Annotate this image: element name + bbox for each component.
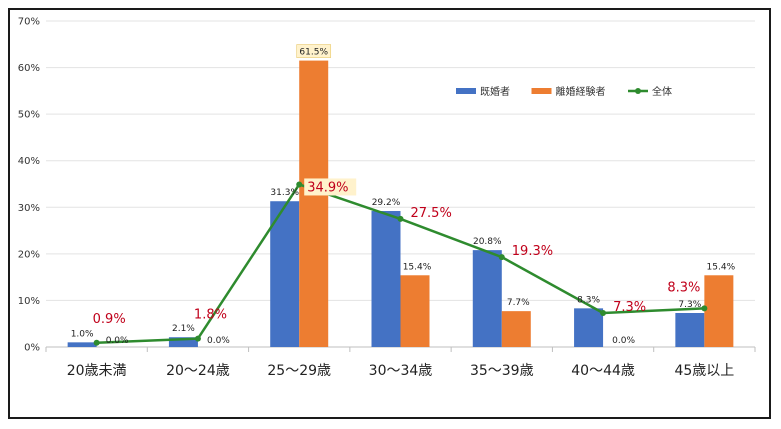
y-tick-label: 10% — [18, 296, 40, 307]
bar-label-divorced: 7.7% — [507, 298, 530, 308]
x-category-label: 30～34歳 — [369, 363, 433, 379]
line-label-total: 8.3% — [667, 280, 700, 295]
line-point — [296, 181, 303, 188]
legend-label: 既婚者 — [480, 85, 510, 98]
legend-label: 離婚経験者 — [556, 85, 606, 98]
line-label-total: 1.8% — [194, 308, 227, 323]
line-point — [701, 305, 708, 312]
bar-married — [574, 308, 604, 347]
line-point — [93, 339, 100, 346]
y-tick-label: 50% — [18, 110, 40, 121]
x-category-label: 20歳未満 — [67, 363, 127, 379]
legend-label: 全体 — [652, 85, 672, 98]
bar-label-married: 2.1% — [172, 324, 195, 334]
line-point — [194, 335, 201, 342]
bar-married — [371, 211, 401, 347]
y-tick-label: 0% — [24, 343, 40, 354]
line-label-total: 19.3% — [512, 244, 553, 259]
line-point — [498, 254, 505, 261]
line-label-highlight — [304, 178, 357, 196]
bar-label-married: 1.0% — [71, 329, 94, 339]
y-tick-label: 40% — [18, 156, 40, 167]
line-point — [397, 215, 404, 222]
line-label-total: 34.9% — [307, 180, 348, 195]
bar-married — [168, 337, 198, 347]
bar-label-married: 8.3% — [577, 295, 600, 305]
line-label-total: 7.3% — [613, 300, 646, 315]
bar-label-married: 7.3% — [678, 300, 701, 310]
bar-label-divorced: 0.0% — [106, 336, 129, 346]
bar-label-married: 20.8% — [473, 237, 502, 247]
bar-married — [675, 313, 705, 347]
bar-divorced — [299, 60, 329, 347]
bar-label-divorced: 61.5% — [299, 48, 328, 58]
bar-label-divorced: 15.4% — [403, 262, 432, 272]
x-category-label: 40～44歳 — [571, 363, 635, 379]
bar-label-divorced: 0.0% — [207, 336, 230, 346]
line-label-total: 27.5% — [411, 206, 452, 221]
legend-swatch-marker — [635, 88, 641, 94]
bar-divorced — [400, 275, 430, 347]
bar-label-married: 31.3% — [270, 188, 299, 198]
x-category-label: 35～39歳 — [470, 363, 534, 379]
bar-label-divorced: 0.0% — [612, 336, 635, 346]
bar-married — [67, 342, 97, 347]
bar-married — [472, 250, 502, 347]
bar-label-highlight — [296, 44, 332, 58]
bar-married — [270, 201, 300, 347]
line-point — [600, 310, 607, 317]
legend-swatch — [456, 88, 476, 94]
line-label-total: 0.9% — [93, 312, 126, 327]
bar-divorced — [704, 275, 734, 347]
x-category-label: 25～29歳 — [267, 363, 331, 379]
legend-swatch — [531, 88, 552, 94]
x-category-label: 45歳以上 — [674, 363, 734, 379]
y-tick-label: 30% — [18, 203, 40, 214]
bar-label-married: 29.2% — [372, 198, 401, 208]
x-category-label: 20～24歳 — [166, 363, 230, 379]
bar-label-divorced: 15.4% — [707, 262, 736, 272]
y-tick-label: 70% — [18, 17, 40, 28]
y-tick-label: 60% — [18, 63, 40, 74]
y-tick-label: 20% — [18, 249, 40, 260]
bar-divorced — [501, 311, 531, 347]
